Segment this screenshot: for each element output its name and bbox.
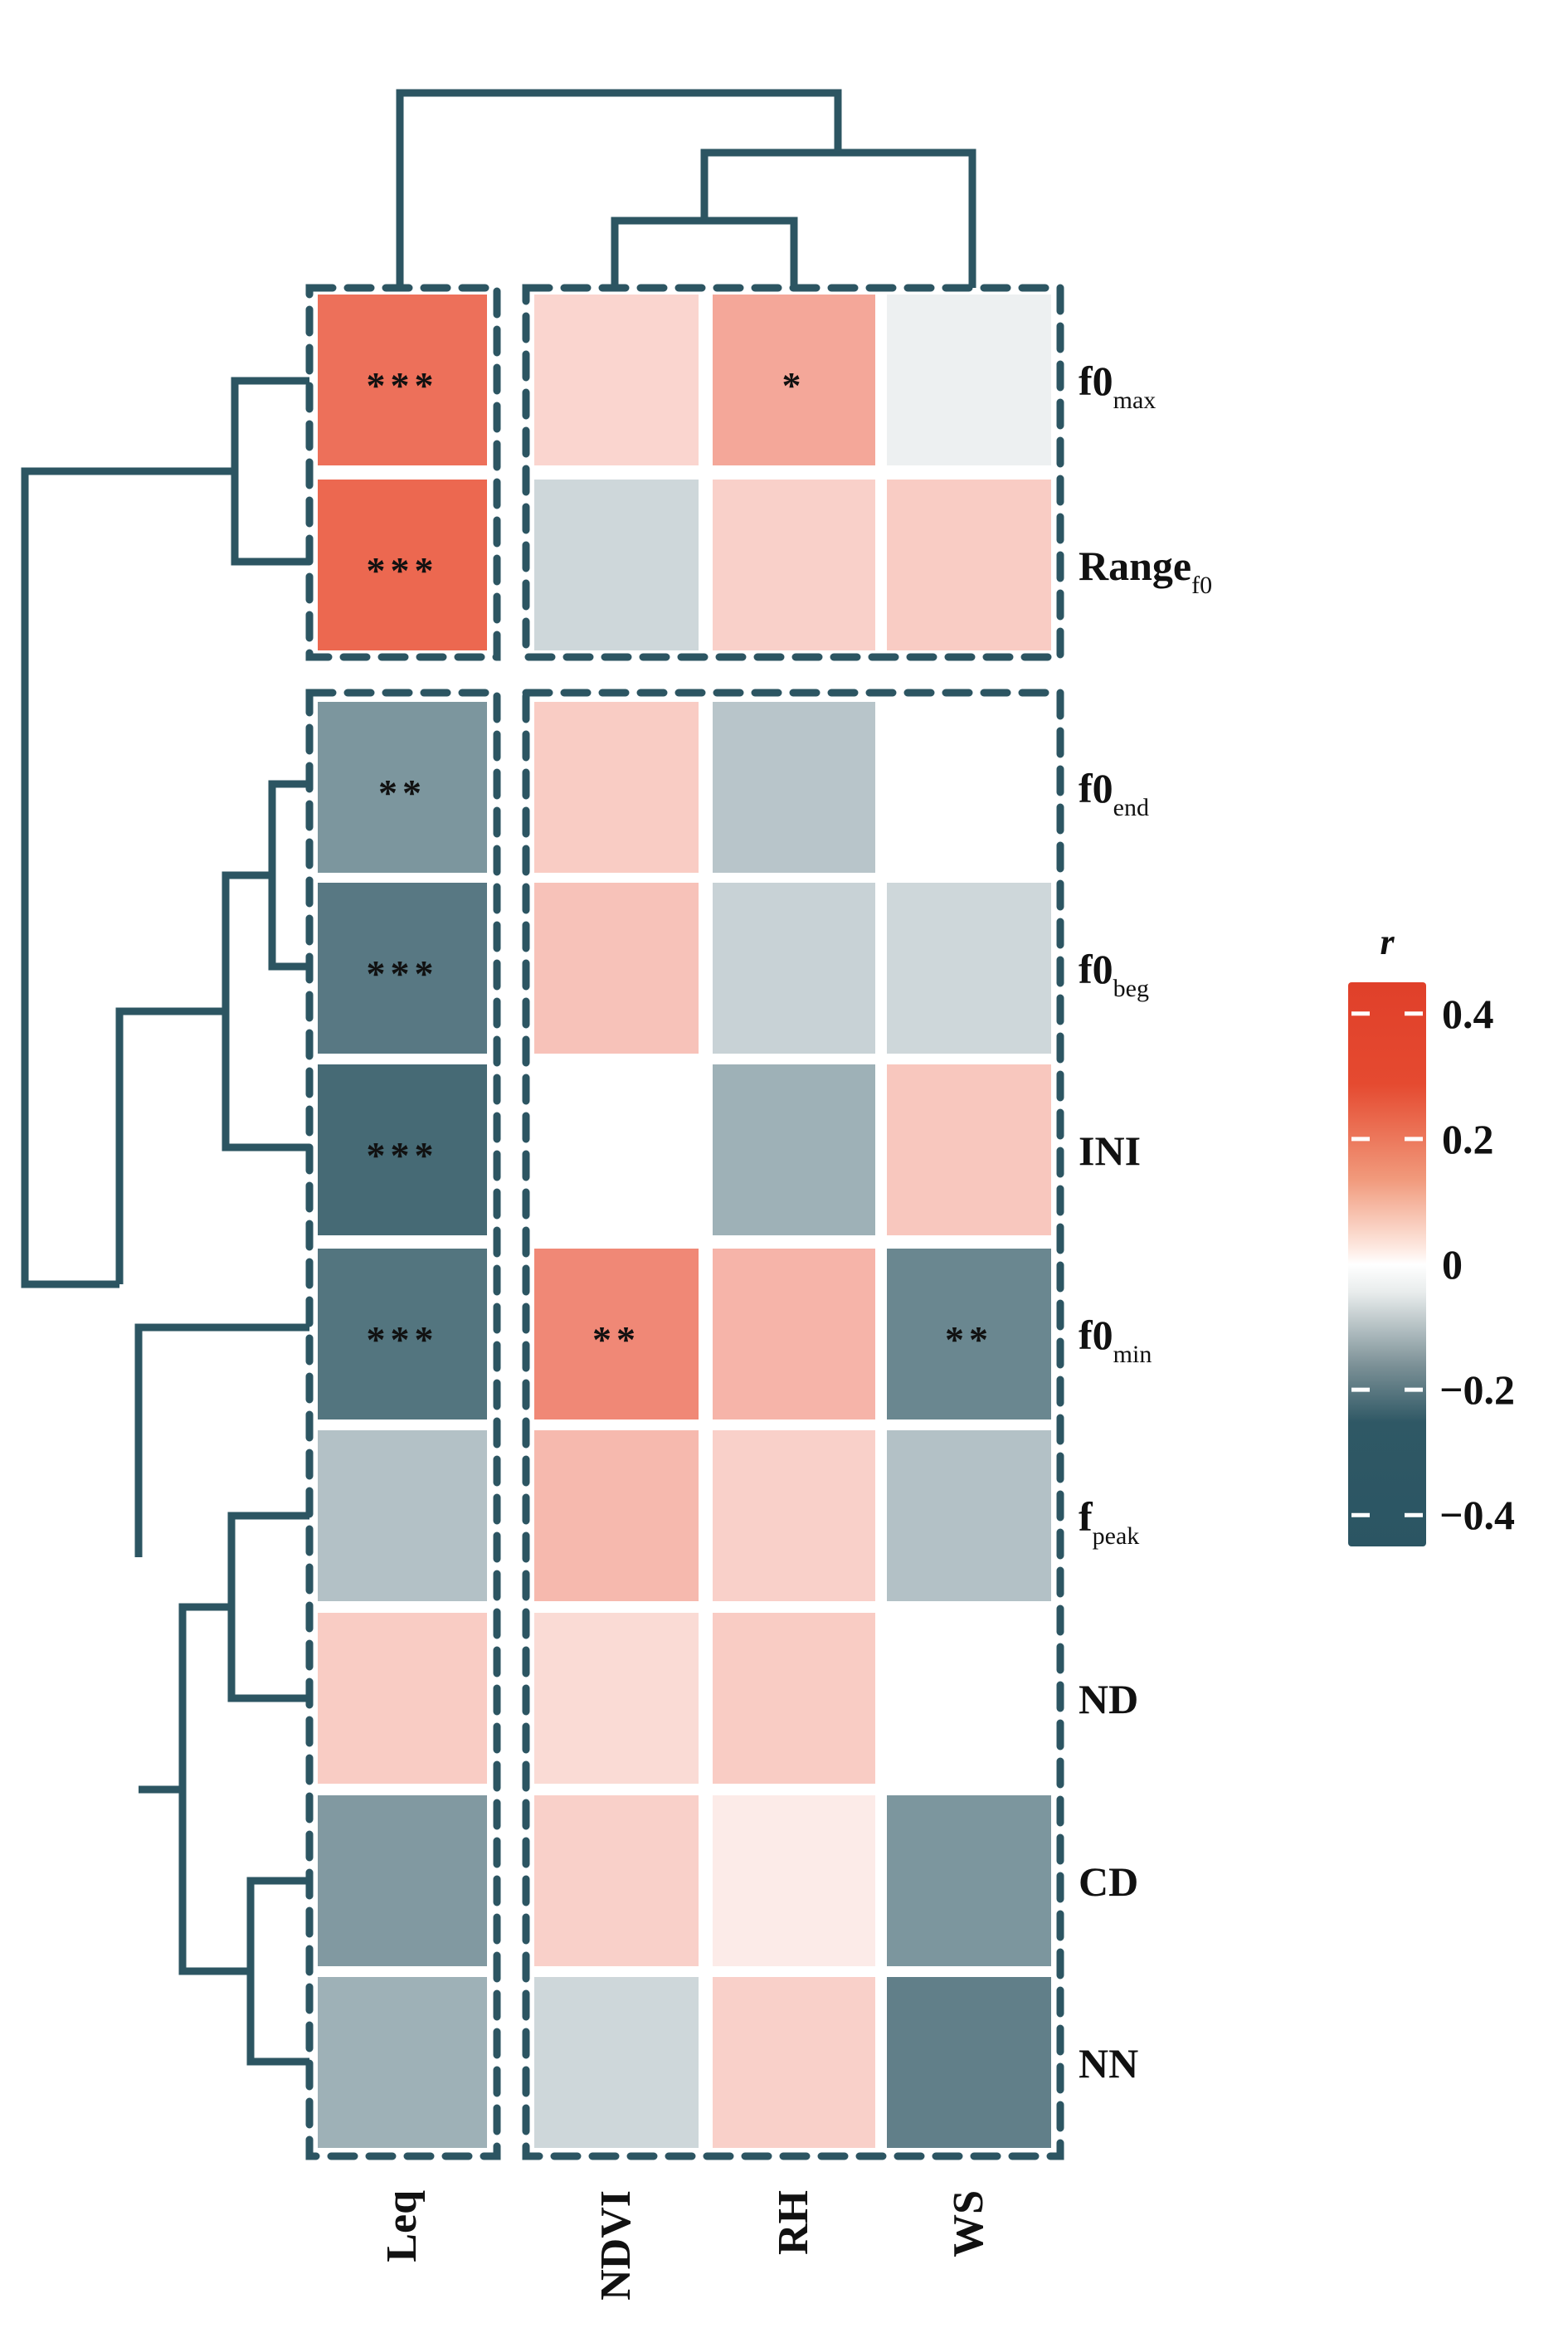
heatmap-cell <box>713 1977 875 2148</box>
heatmap-cell <box>318 295 487 465</box>
dendrogram-branch <box>222 871 309 1152</box>
heatmap-cell <box>534 295 699 465</box>
heatmap-cell <box>318 1977 487 2148</box>
dendrogram-branch <box>21 467 235 1288</box>
legend-tick-label: 0 <box>1442 1241 1463 1288</box>
column-label: RH <box>770 2190 817 2255</box>
heatmap-cell <box>713 702 875 873</box>
dendrogram-branch <box>611 217 798 288</box>
heatmap-cell <box>534 1430 699 1601</box>
row-label: f0max <box>1079 358 1156 414</box>
significance-mark: ** <box>592 1318 640 1361</box>
heatmap-cell <box>887 295 1051 465</box>
heatmap-cell <box>534 480 699 650</box>
heatmap-cell <box>887 1977 1051 2148</box>
row-label: INI <box>1079 1127 1141 1174</box>
row-label: f0min <box>1079 1312 1152 1368</box>
significance-mark: ** <box>378 772 426 814</box>
dendrogram-branch <box>115 1007 226 1284</box>
heatmap-cell <box>534 1613 699 1784</box>
heatmap-cell <box>534 1064 699 1235</box>
column-label: NDVI <box>592 2190 640 2301</box>
heatmap-cell <box>318 883 487 1054</box>
dendrogram-branch <box>178 1603 251 1975</box>
dendrogram-branch <box>227 1512 309 1702</box>
heatmap-cell <box>887 883 1051 1054</box>
significance-marks: *** *************** ** ** <box>367 364 993 1361</box>
heatmap-cell <box>713 1613 875 1784</box>
legend-tick-label: 0.4 <box>1442 991 1494 1037</box>
significance-mark: *** <box>367 549 439 592</box>
row-label: f0end <box>1079 765 1149 821</box>
heatmap-cell <box>318 1249 487 1419</box>
heatmap-cell <box>887 1249 1051 1419</box>
significance-mark: *** <box>367 364 439 407</box>
row-label: f0beg <box>1079 946 1149 1002</box>
heatmap-cell <box>713 1795 875 1966</box>
heatmap-cell <box>713 295 875 465</box>
heatmap-cell <box>713 1064 875 1235</box>
significance-mark: *** <box>367 1318 439 1361</box>
legend-tick-label: 0.2 <box>1442 1116 1494 1162</box>
column-label: WS <box>945 2190 992 2257</box>
heatmap-cell <box>713 883 875 1054</box>
heatmap-cell <box>318 1795 487 1966</box>
cluster-box <box>305 689 501 2160</box>
row-label: fpeak <box>1079 1493 1139 1550</box>
heatmap-cell <box>318 480 487 650</box>
heatmap-cell <box>713 1430 875 1601</box>
heatmap-cell <box>318 1064 487 1235</box>
heatmap-cell <box>887 480 1051 650</box>
heatmap-cell <box>887 1613 1051 1784</box>
heatmap-cells <box>318 295 1051 2148</box>
color-legend: r 0.4 0.2 0 −0.2 −0.4 <box>1348 922 1515 1546</box>
heatmap-cell <box>713 480 875 650</box>
legend-colorbar <box>1348 982 1426 1546</box>
significance-mark: ** <box>945 1318 993 1361</box>
significance-mark: *** <box>367 1134 439 1176</box>
legend-tick-label: −0.4 <box>1439 1492 1515 1538</box>
legend-title: r <box>1380 922 1395 962</box>
heatmap-cell <box>887 1064 1051 1235</box>
heatmap-cell <box>534 702 699 873</box>
heatmap-cell <box>534 1795 699 1966</box>
significance-mark: * <box>782 364 806 407</box>
row-label: CD <box>1079 1858 1138 1905</box>
heatmap-cell <box>534 883 699 1054</box>
column-labels: Leq NDVI RH WS <box>378 2190 992 2301</box>
dendrogram-branch <box>246 1877 309 2066</box>
row-label: Rangef0 <box>1079 543 1212 599</box>
heatmap-cell <box>318 1430 487 1601</box>
dendrogram-branch <box>134 1323 309 1557</box>
row-label: ND <box>1079 1676 1138 1722</box>
heatmap-cell <box>318 702 487 873</box>
heatmap-cell <box>713 1249 875 1419</box>
row-label: NN <box>1079 2040 1138 2087</box>
dendrogram-branch <box>231 377 309 566</box>
column-dendrogram <box>396 89 976 288</box>
cluster-box <box>522 689 1064 2160</box>
dendrogram-branch <box>268 780 309 971</box>
heatmap-cell <box>887 702 1051 873</box>
heatmap-cell <box>534 1249 699 1419</box>
legend-tick-label: −0.2 <box>1439 1366 1515 1413</box>
row-dendrogram <box>21 377 309 2066</box>
significance-mark: *** <box>367 952 439 995</box>
row-labels: f0max Rangef0 f0end f0beg INI f0min fpeak ND CD N… <box>1079 358 1212 2087</box>
heatmap-cell <box>318 1613 487 1784</box>
heatmap-cell <box>887 1795 1051 1966</box>
dendrogram-branch <box>396 89 842 288</box>
heatmap-cell <box>534 1977 699 2148</box>
column-label: Leq <box>378 2190 426 2262</box>
heatmap-cell <box>887 1430 1051 1601</box>
